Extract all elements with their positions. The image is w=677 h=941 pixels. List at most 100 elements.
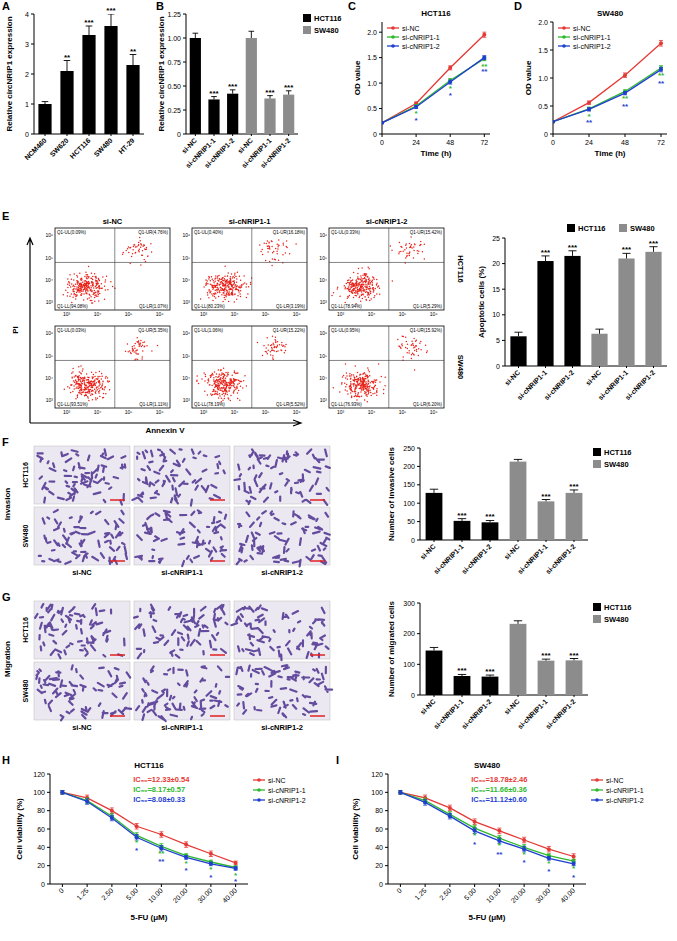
cells (132, 449, 224, 505)
x-tick (573, 884, 574, 887)
y-axis (505, 238, 506, 366)
legend-marker (257, 788, 261, 792)
significance: *** (209, 89, 219, 98)
column-label: si-cNRIP1-1 (229, 217, 271, 226)
legend-label: si-NC (573, 25, 591, 32)
significance: ** (622, 102, 629, 111)
y-tick-label: 80 (37, 807, 45, 814)
error-bar (430, 647, 438, 650)
significance: * (473, 840, 477, 849)
point (659, 41, 663, 45)
y-axis-label: Cell viability (%) (351, 798, 360, 860)
bar (454, 676, 471, 695)
y-tick (417, 695, 420, 696)
significance: *** (541, 248, 551, 257)
y-tick-label: 0.75 (167, 59, 181, 66)
series-line (553, 43, 661, 121)
error-bar (572, 854, 576, 860)
significance: *** (106, 6, 116, 15)
error-bar (423, 800, 427, 806)
y-tick-label: 20 (492, 260, 500, 267)
panel-label: F (2, 436, 9, 448)
significance: ** (158, 857, 165, 866)
assay-label: Migration (3, 641, 12, 677)
y-tick (47, 884, 50, 885)
y-tick (502, 238, 505, 239)
scale-bar (110, 560, 125, 562)
annotation: IC₅₀=12.33±0.54 (133, 775, 190, 784)
cells (231, 606, 328, 661)
y-tick (31, 74, 34, 75)
point (110, 809, 114, 813)
y-tick (183, 110, 186, 111)
error-bar (448, 66, 452, 70)
x-tick (195, 134, 196, 136)
x-tick (133, 134, 134, 136)
y-tick-label: 10³ (183, 397, 191, 403)
y-tick-label: 10⁶ (182, 330, 190, 336)
error-bar (482, 32, 486, 37)
x-tick (499, 884, 500, 887)
marks (426, 459, 583, 540)
significance: *** (84, 18, 94, 27)
cell-events (332, 237, 424, 304)
significance: *** (649, 239, 659, 248)
y-tick-label: 10⁶ (319, 232, 327, 238)
significance: *** (485, 512, 495, 521)
marks (398, 790, 575, 866)
error-bar (42, 102, 49, 104)
y-tick (31, 44, 34, 45)
point (423, 800, 427, 804)
marks (190, 31, 295, 134)
y-tick-label: 10⁶ (319, 330, 327, 336)
error-bar (497, 828, 501, 834)
x-tick-label: si-cNRIP1-2 (544, 698, 577, 731)
micrograph (134, 601, 230, 659)
point (448, 814, 452, 818)
error-bar (209, 851, 213, 857)
x-tick (425, 884, 426, 887)
point (572, 855, 576, 859)
x-tick-label: si-cNRIP1-2 (203, 137, 236, 170)
quadrant-label: Q1-UR(15.22%) (273, 328, 306, 333)
figure: 01234Relative circNRIP1 expressionNCM460… (0, 0, 677, 941)
y-tick-label: 60 (37, 826, 45, 833)
x-tick-label: HCT116 (69, 137, 92, 160)
y-tick-label: 25 (492, 235, 500, 242)
y-tick (417, 540, 420, 541)
significance: * (135, 846, 139, 855)
y-tick (183, 86, 186, 87)
point (587, 107, 591, 111)
legend-swatch (593, 460, 601, 468)
x-tick-label: si-NC (503, 698, 521, 716)
y-tick-label: 10⁶ (45, 330, 53, 336)
line-chart: 020406080100120Cell viability (%)01.252.… (15, 761, 306, 922)
error-bar (64, 61, 71, 72)
cell-events (64, 338, 157, 401)
scale-bar (210, 715, 225, 717)
significance: ** (481, 67, 488, 76)
x-axis (553, 134, 667, 135)
cells (237, 511, 330, 566)
y-tick (47, 829, 50, 830)
y-tick-label: 40 (37, 844, 45, 851)
x-tick (484, 134, 485, 137)
significance: * (572, 873, 576, 882)
significance: *** (457, 511, 467, 520)
x-tick-label: 30.00 (196, 887, 213, 904)
error-bar (234, 861, 238, 865)
x-axis (388, 884, 586, 885)
y-axis-label: OD value (353, 60, 362, 95)
error-bar (193, 33, 199, 38)
point (184, 843, 188, 847)
x-tick-label: 20.00 (171, 887, 188, 904)
legend-label: si-cNRIP1-1 (268, 787, 306, 794)
quadrant-label: Q1-UR(15.42%) (410, 230, 443, 235)
y-tick-label: 2.0 (367, 29, 377, 36)
series-line (382, 58, 484, 123)
x-tick (214, 134, 215, 136)
cell-events (333, 336, 427, 402)
y-tick (379, 32, 382, 33)
x-axis-label: Time (h) (421, 149, 452, 158)
y-tick-label: 1.5 (538, 47, 548, 54)
